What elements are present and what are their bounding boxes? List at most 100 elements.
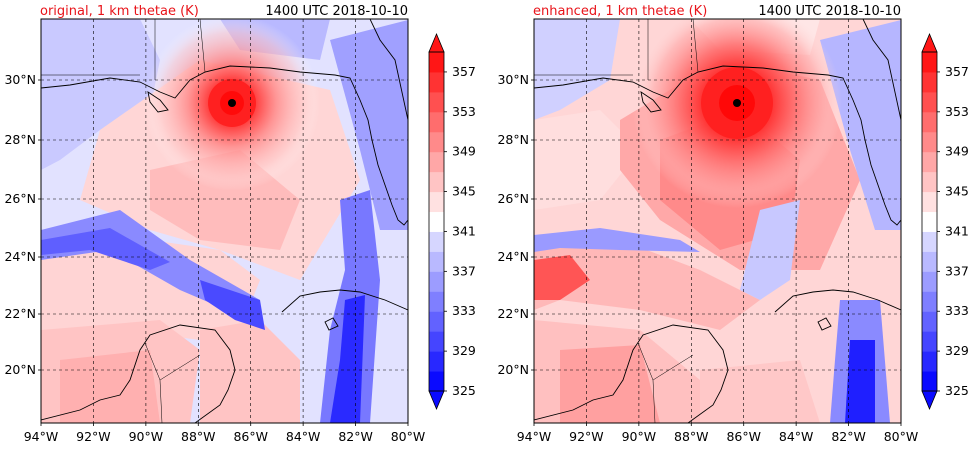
lon-tick-label: 84°W [779,429,814,444]
map-frame [533,18,902,424]
colorbar-segment [922,211,937,232]
coastlines [534,19,901,423]
colorbar-segment [429,131,444,153]
thetae-field [534,19,901,423]
colorbar-segment [429,371,444,392]
colorbar-tick-label: 345 [945,184,969,199]
lon-tick-label: 80°W [884,429,919,444]
gridlines [41,19,408,423]
colorbar-right: 325 329 333 337 341 345 349 353 357 [921,32,969,411]
colorbar-segment [922,231,937,252]
colorbar-tick-label: 337 [452,263,476,278]
colorbar-segment [429,211,444,232]
colorbar-tick-label: 329 [945,343,969,358]
panel-timestamp: 1400 UTC 2018-10-10 [758,4,901,19]
gridlines [534,19,901,423]
colorbar-segment [429,71,444,93]
lon-tick-label: 92°W [76,429,111,444]
colorbar-tick-label: 341 [945,223,969,238]
colorbar-segment [429,91,444,113]
colorbar-segment [429,151,444,173]
colorbar-segment [429,291,444,312]
colorbar-tick-label: 333 [452,303,476,318]
colorbar-tick-label: 349 [452,144,476,159]
colorbar-tick-label: 349 [945,144,969,159]
hurricane-center-marker [733,99,741,107]
colorbar-segment [429,311,444,332]
lat-tick-label: 28°N [497,132,529,147]
colorbar-tick-label: 329 [452,343,476,358]
lon-tick-label: 86°W [233,429,268,444]
colorbar-extend-min [428,390,445,411]
colorbar-segment [429,52,444,73]
colorbar-segment [922,311,937,332]
colorbar-tick-label: 345 [452,184,476,199]
colorbar-tick-label: 357 [452,64,476,79]
lon-tick-label: 92°W [569,429,604,444]
colorbar-segment [429,171,444,193]
axis-ticks: 94°W 92°W 90°W 88°W 86°W 84°W 82°W 80°W 20°N 22°N… [497,72,918,444]
colorbar-segment [922,171,937,193]
lat-tick-label: 24°N [4,249,36,264]
colorbar-tick-label: 353 [452,104,476,119]
lat-tick-label: 28°N [4,132,36,147]
lat-tick-label: 30°N [497,72,529,87]
colorbar-segment [922,251,937,272]
colorbar-segment [922,291,937,312]
colorbar-segment [429,111,444,133]
colorbar-segment [922,111,937,133]
colorbar-segment [922,351,937,372]
panel-original: original, 1 km thetae (K) 1400 UTC 2018-… [4,4,425,444]
colorbar-segment [922,271,937,292]
colorbar-tick-label: 357 [945,64,969,79]
colorbar-segment [922,191,937,213]
panel-title: enhanced, 1 km thetae (K) [533,4,707,19]
colorbar-segment [429,271,444,292]
thetae-field [41,19,408,423]
colorbar-tick-label: 341 [452,223,476,238]
colorbar-extend-max [921,32,938,53]
lat-tick-label: 20°N [497,362,529,377]
lon-tick-label: 94°W [24,429,59,444]
lat-tick-label: 20°N [4,362,36,377]
colorbar-tick-label: 325 [452,383,476,398]
colorbar-segment [922,91,937,113]
colorbar-tick-label: 333 [945,303,969,318]
lon-tick-label: 82°W [831,429,866,444]
lat-tick-label: 24°N [497,249,529,264]
borders [41,19,206,423]
colorbar-segment [922,331,937,352]
colorbar-extend-min [921,390,938,411]
lon-tick-label: 86°W [726,429,761,444]
colorbar-tick-label: 337 [945,263,969,278]
borders [534,19,699,423]
lon-tick-label: 88°W [181,429,216,444]
lat-tick-label: 22°N [4,306,36,321]
colorbar-tick-label: 353 [945,104,969,119]
colorbar-left: 325 329 333 337 341 345 349 353 357 [428,32,476,411]
lon-tick-label: 90°W [129,429,164,444]
colorbar-segment [922,151,937,173]
colorbar-segment [922,52,937,73]
lon-tick-label: 94°W [517,429,552,444]
map-frame [40,18,409,424]
colorbar-segment [922,131,937,153]
colorbar-tick-label: 325 [945,383,969,398]
lat-tick-label: 26°N [4,191,36,206]
lat-tick-label: 30°N [4,72,36,87]
lat-tick-label: 26°N [497,191,529,206]
lon-tick-label: 90°W [622,429,657,444]
axis-ticks: 94°W 92°W 90°W 88°W 86°W 84°W 82°W 80°W 20°N 22°N… [4,72,425,444]
lon-tick-label: 88°W [674,429,709,444]
lon-tick-label: 84°W [286,429,321,444]
colorbar-segment [429,251,444,272]
coastlines [41,19,408,423]
colorbar-segment [429,191,444,213]
panel-enhanced: enhanced, 1 km thetae (K) 1400 UTC 2018-… [497,4,918,444]
colorbar-segment [429,231,444,252]
colorbar-segment [429,351,444,372]
colorbar-extend-max [428,32,445,53]
panel-timestamp: 1400 UTC 2018-10-10 [265,4,408,19]
lat-tick-label: 22°N [497,306,529,321]
